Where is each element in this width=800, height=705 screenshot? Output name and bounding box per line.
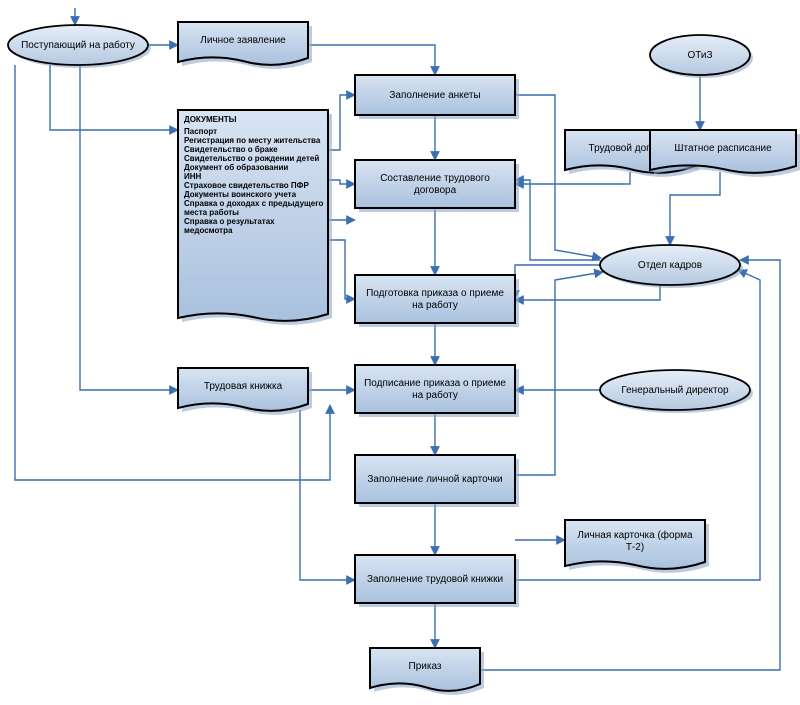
document-personal_card: Личная карточка (формаТ-2) [565,520,709,573]
entity-hr: Отдел кадров [600,245,743,288]
svg-text:Справка о результатах: Справка о результатах [184,217,275,226]
edge-19 [515,180,600,260]
edge-2 [308,45,435,75]
process-sign_order: Подписание приказа о приемена работу [355,365,519,417]
svg-text:Регистрация по месту жительств: Регистрация по месту жительства [184,136,321,145]
flowchart-canvas: Личное заявление ДОКУМЕНТЫ ПаспортРегистра… [0,0,800,705]
edge-8 [328,240,355,299]
svg-text:Заполнение анкеты: Заполнение анкеты [389,90,480,101]
process-fill_workbook: Заполнение трудовой книжки [355,555,519,607]
svg-text:Поступающий на работу: Поступающий на работу [21,39,135,51]
document-workbook: Трудовая книжка [178,368,312,415]
edge-4 [80,65,178,390]
svg-text:Трудовая книжка: Трудовая книжка [204,381,283,392]
process-draft_contract: Составление трудовогодоговора [355,160,519,212]
edge-23 [515,95,601,258]
process-fill_card: Заполнение личной карточки [355,455,519,507]
svg-text:ОТиЗ: ОТиЗ [687,50,712,61]
svg-text:Справка о доходах с предыдущег: Справка о доходах с предыдущего [184,199,323,208]
edge-5 [328,95,355,150]
svg-text:Документ об образовании: Документ об образовании [184,163,288,172]
svg-text:ДОКУМЕНТЫ: ДОКУМЕНТЫ [184,115,237,124]
svg-text:Личное заявление: Личное заявление [200,35,286,46]
edge-28 [300,410,355,580]
edge-18 [515,265,600,299]
svg-text:Свидетельство о рождении детей: Свидетельство о рождении детей [184,154,319,163]
edge-27 [480,260,780,670]
entity-applicant: Поступающий на работу [8,25,151,68]
svg-text:Свидетельство о браке: Свидетельство о браке [184,145,278,154]
edge-21 [515,285,660,300]
entity-director: Генеральный директор [600,370,753,413]
entity-otiz: ОТиЗ [650,35,753,78]
document-order: Приказ [370,648,484,695]
svg-text:Генеральный директор: Генеральный директор [621,385,729,396]
process-prep_order: Подготовка приказа о приемена работу [355,275,519,327]
process-fill_form: Заполнение анкеты [355,75,519,119]
svg-text:Заполнение личной карточки: Заполнение личной карточки [367,474,502,485]
svg-text:места работы: места работы [184,208,239,217]
svg-text:медосмотра: медосмотра [184,226,233,235]
svg-text:Штатное расписание: Штатное расписание [674,143,772,154]
edge-20 [515,172,630,184]
document-personal_app: Личное заявление [178,22,312,69]
svg-text:Приказ: Приказ [409,661,442,672]
document-docs_block: ДОКУМЕНТЫ ПаспортРегистрация по месту жит… [178,110,332,325]
svg-text:ИНН: ИНН [184,172,202,181]
svg-text:Заполнение трудовой книжки: Заполнение трудовой книжки [367,574,503,585]
edge-3 [50,65,178,130]
document-staffing: Штатное расписание [650,130,800,177]
svg-text:Документы воинского учета: Документы воинского учета [184,190,297,199]
svg-text:Отдел кадров: Отдел кадров [638,260,702,271]
edge-24 [515,272,603,475]
edge-17 [670,172,720,245]
svg-text:Паспорт: Паспорт [184,127,217,136]
edge-7 [328,180,355,184]
svg-text:Страховое свидетельство ПФР: Страховое свидетельство ПФР [184,181,309,190]
